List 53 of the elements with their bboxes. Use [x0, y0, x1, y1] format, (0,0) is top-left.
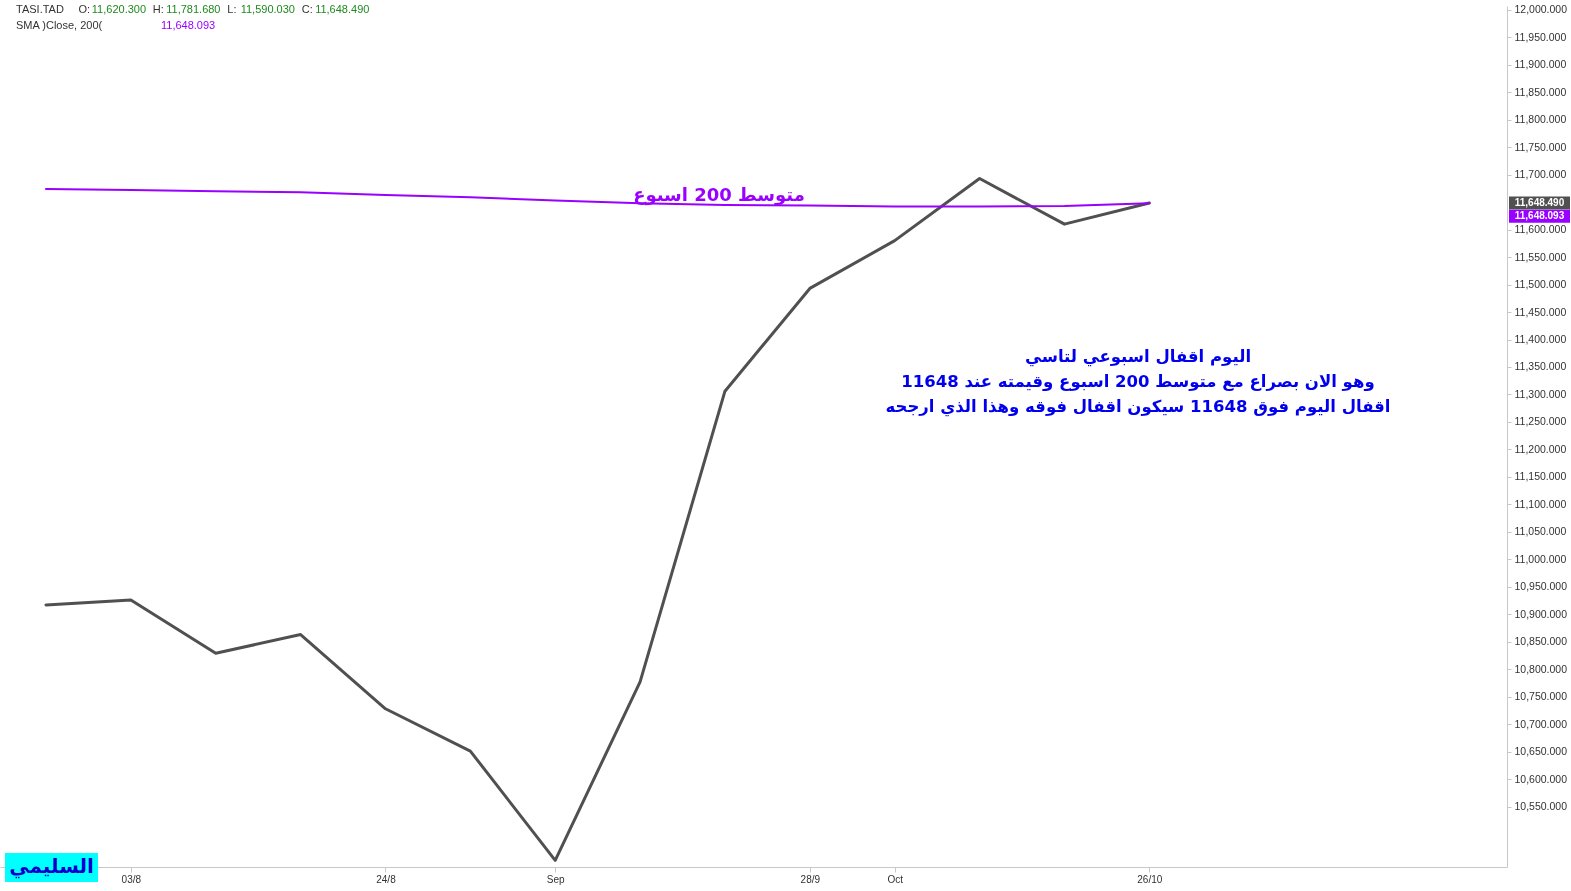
y-tick-label: 10,650.000	[1514, 745, 1568, 758]
x-tick-label: 26/10	[1137, 873, 1163, 885]
y-tick-label: 10,550.000	[1514, 800, 1568, 813]
y-tick-label: 11,200.000	[1514, 442, 1567, 455]
annotation: C:	[301, 3, 313, 15]
x-tick-label: Sep	[546, 873, 566, 885]
annotation: TASI.TAD	[16, 3, 64, 15]
annotation: 11,620.300	[91, 3, 147, 15]
x-tick-label: 24/8	[376, 873, 397, 885]
y-tick-label: 11,150.000	[1514, 470, 1567, 483]
y-tick-label: 10,800.000	[1514, 662, 1568, 675]
y-tick-label: 10,700.000	[1514, 717, 1568, 730]
annotation: اليوم اقفال اسبوعي لتاسي	[1024, 347, 1252, 367]
annotation: 11,781.680	[166, 3, 221, 15]
text: 11,648.490	[1514, 196, 1565, 208]
annotation: 11,648.093	[160, 19, 216, 31]
y-tick-label: 11,350.000	[1514, 360, 1567, 373]
y-tick-label: 11,250.000	[1514, 415, 1567, 428]
text: 11,648.093	[1514, 210, 1565, 222]
y-tick-label: 11,500.000	[1514, 278, 1567, 291]
x-tick-label: Oct	[887, 873, 904, 885]
annotation: وهو الان بصراع مع متوسط 200 اسبوع وقيمته عند 11648	[901, 372, 1375, 392]
y-tick-label: 11,100.000	[1514, 497, 1567, 510]
annotation: السليمي	[9, 854, 94, 879]
y-tick-label: 11,750.000	[1514, 140, 1567, 153]
line-series	[44, 187, 1151, 208]
y-tick-label: 10,750.000	[1514, 690, 1568, 703]
y-tick-label: 11,450.000	[1514, 305, 1567, 318]
x-tick-label: 28/9	[800, 873, 821, 885]
y-tick-label: 11,600.000	[1514, 223, 1567, 236]
y-tick-label: 12,000.000	[1514, 3, 1568, 16]
y-tick-label: 10,950.000	[1514, 580, 1568, 593]
y-tick-label: 10,850.000	[1514, 635, 1568, 648]
y-tick-label: 11,900.000	[1514, 58, 1567, 71]
x-tick-label: 03/8	[121, 873, 142, 885]
annotation: 11,648.490	[315, 3, 370, 15]
y-tick-label: 10,600.000	[1514, 772, 1568, 785]
y-tick-label: 11,400.000	[1514, 333, 1567, 346]
annotation: O:	[78, 3, 91, 15]
y-tick-label: 11,550.000	[1514, 250, 1567, 263]
y-tick-label: 11,850.000	[1514, 85, 1567, 98]
y-tick-label: 11,950.000	[1514, 30, 1567, 43]
y-tick-label: 11,050.000	[1514, 525, 1567, 538]
y-tick-label: 10,900.000	[1514, 607, 1568, 620]
y-tick-label: 11,300.000	[1514, 387, 1567, 400]
y-tick-label: 11,800.000	[1514, 113, 1567, 126]
annotation: L:	[227, 3, 237, 15]
y-tick-label: 11,700.000	[1514, 168, 1567, 181]
annotation: 11,590.030	[240, 3, 295, 15]
annotation: H:	[152, 3, 164, 15]
y-tick-label: 11,000.000	[1514, 552, 1567, 565]
annotation: SMA )Close, 200(	[16, 19, 103, 31]
annotation: اقفال اليوم فوق 11648 سيكون اقفال فوقه وهذا الذي ارجحه	[885, 397, 1391, 417]
